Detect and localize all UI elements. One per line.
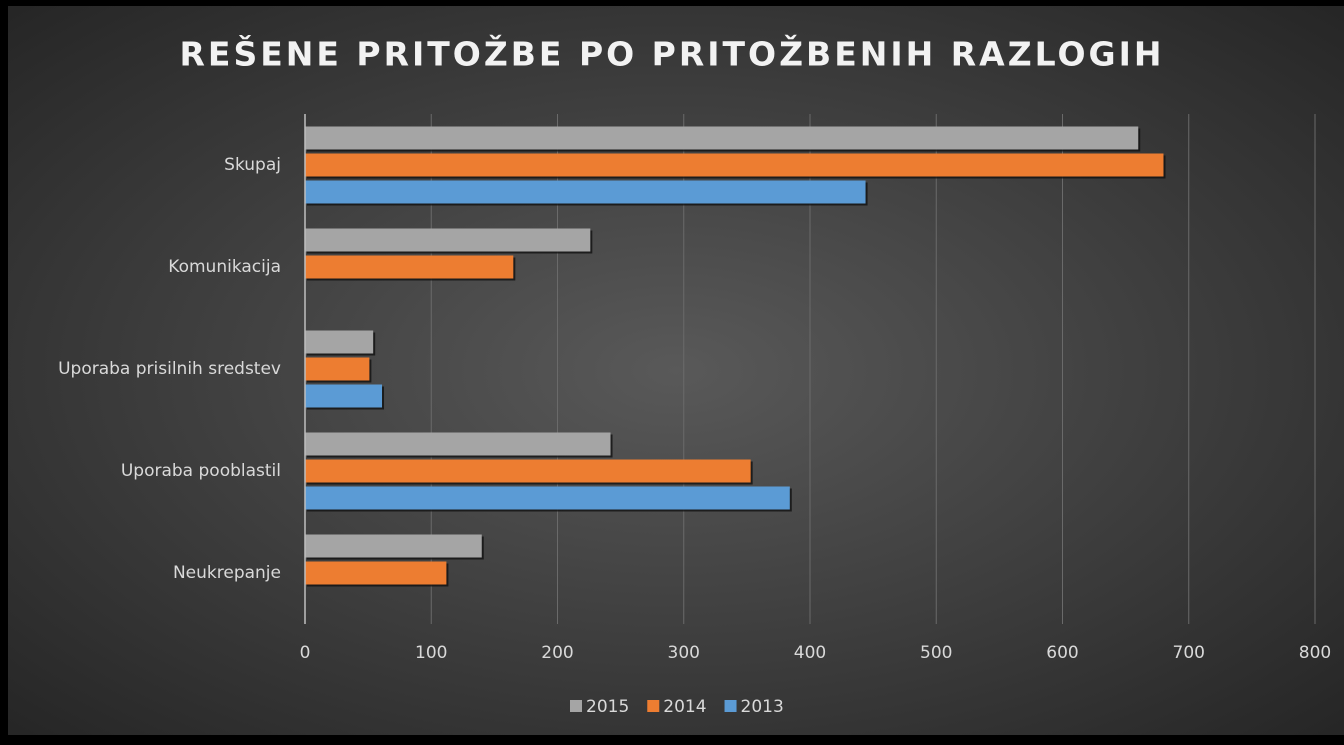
legend-label: 2015 bbox=[586, 697, 629, 717]
bar bbox=[305, 153, 1164, 177]
legend-swatch bbox=[724, 700, 737, 712]
x-tick-label: 0 bbox=[300, 643, 311, 663]
bar bbox=[305, 180, 866, 204]
bar bbox=[305, 534, 482, 558]
bar bbox=[305, 126, 1139, 150]
x-tick-label: 500 bbox=[920, 643, 952, 663]
legend-label: 2014 bbox=[663, 697, 706, 717]
x-tick-label: 200 bbox=[541, 643, 573, 663]
y-tick-label: Neukrepanje bbox=[173, 563, 281, 583]
y-tick-label: Skupaj bbox=[224, 155, 281, 175]
y-tick-label: Uporaba prisilnih sredstev bbox=[58, 359, 281, 379]
bar bbox=[305, 432, 611, 456]
x-tick-label: 300 bbox=[668, 643, 700, 663]
bar bbox=[305, 459, 751, 483]
y-tick-label: Komunikacija bbox=[168, 257, 281, 277]
x-tick-label: 800 bbox=[1299, 643, 1331, 663]
legend-label: 2013 bbox=[741, 697, 784, 717]
bar bbox=[305, 486, 790, 510]
x-tick-label: 600 bbox=[1046, 643, 1078, 663]
bar bbox=[305, 255, 514, 279]
x-tick-label: 100 bbox=[415, 643, 447, 663]
chart-title: REŠENE PRITOŽBE PO PRITOŽBENIH RAZLOGIH bbox=[179, 34, 1164, 74]
bar bbox=[305, 330, 374, 354]
x-tick-label: 700 bbox=[1173, 643, 1205, 663]
bar bbox=[305, 228, 591, 252]
bar bbox=[305, 384, 383, 408]
bar bbox=[305, 357, 370, 381]
bar bbox=[305, 561, 447, 585]
x-tick-label: 400 bbox=[794, 643, 826, 663]
legend-swatch bbox=[647, 700, 660, 712]
legend-swatch bbox=[570, 700, 582, 712]
y-tick-label: Uporaba pooblastil bbox=[121, 461, 281, 481]
